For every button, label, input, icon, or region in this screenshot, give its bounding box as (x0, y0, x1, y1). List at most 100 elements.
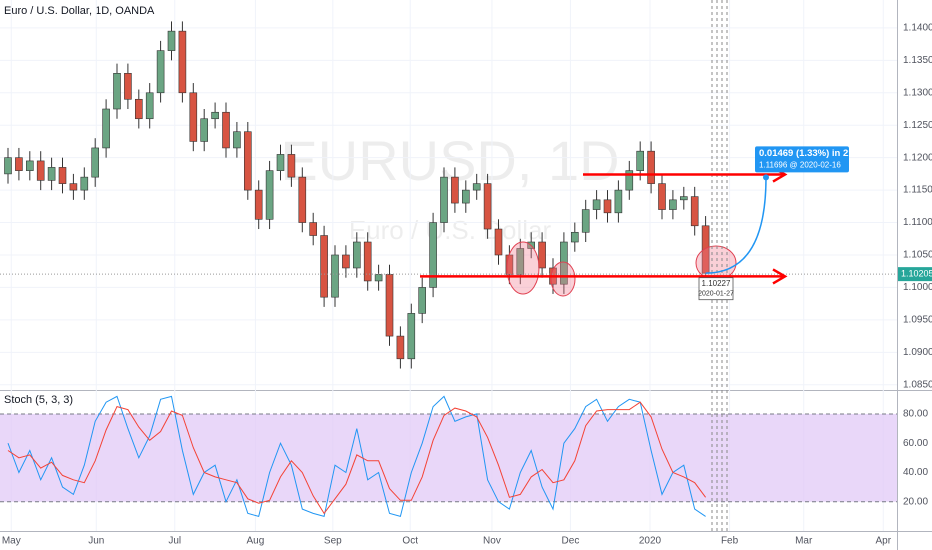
candle-body (145, 92, 154, 120)
x-tick-label: Aug (247, 536, 265, 547)
candle-body (80, 176, 89, 191)
highlight-circles (506, 241, 737, 297)
candle-body (538, 241, 546, 269)
candle-body (200, 118, 208, 142)
x-tick-label: Dec (562, 536, 580, 547)
crosshair-box (698, 277, 734, 301)
highlight (695, 245, 737, 281)
x-tick-label: Jun (88, 536, 104, 547)
candle-body (625, 170, 634, 191)
highlight (506, 241, 540, 295)
marks (4, 21, 710, 518)
indicator-title: Stoch (5, 3, 3) (4, 394, 73, 406)
candle-body (690, 196, 699, 227)
candle-body (483, 183, 492, 230)
candle-body (36, 160, 45, 181)
symbol-title: Euro / U.S. Dollar, 1D, OANDA (4, 5, 155, 17)
candle-body (331, 254, 339, 298)
candle-body (636, 150, 644, 171)
candle-body (461, 189, 470, 204)
candle-body (396, 335, 405, 360)
x-tick-label: 2020 (639, 536, 662, 547)
y-tick-label: 1.10000 (903, 282, 932, 293)
candle-body (15, 157, 23, 171)
candle-body (102, 108, 110, 149)
candle-body (113, 73, 121, 110)
projection-box (755, 146, 849, 173)
x-tick-label: Apr (875, 536, 891, 547)
candle-body (26, 160, 34, 171)
x-tick-label: Mar (795, 536, 813, 547)
last-price-label: 1.10205 (901, 269, 932, 279)
y-tick-label: 1.09000 (903, 347, 932, 358)
y-tick-label: 1.08500 (903, 379, 932, 390)
watermark-sub: Euro / U.S. Dollar (349, 215, 552, 245)
stoch-line (7, 401, 707, 515)
candle-body (669, 199, 677, 210)
y-tick-label: 60.00 (903, 438, 928, 449)
candle-body (178, 30, 187, 94)
projection-sublabel: 1.11696 @ 2020-02-16 (759, 160, 841, 169)
projection-target (763, 174, 769, 181)
stoch-band (0, 413, 897, 502)
x-tick-label: May (2, 536, 21, 547)
candle-body (592, 199, 601, 210)
projection-label: 0.01469 (1.33%) in 21d (759, 148, 860, 159)
candle-body (352, 241, 361, 269)
candle-body (91, 147, 100, 178)
candle-body (385, 274, 394, 337)
candle-body (276, 154, 285, 171)
candle-body (156, 50, 165, 94)
candle-body (189, 92, 198, 142)
crosshair-price: 1.10227 (702, 279, 731, 288)
candle-body (298, 176, 307, 223)
candle-body (418, 287, 426, 314)
candle-body (167, 30, 176, 51)
candle-body (679, 196, 688, 201)
x-tick-label: Jul (168, 536, 181, 547)
candle-body (320, 235, 328, 298)
x-tick-label: Nov (483, 536, 501, 547)
candle-body (265, 170, 274, 220)
candle-body (570, 231, 579, 243)
y-tick-label: 40.00 (903, 467, 928, 478)
y-tick-label: 1.09500 (903, 315, 932, 326)
candle-body (233, 131, 241, 149)
candle-body (407, 313, 416, 360)
y-tick-label: 1.10500 (903, 250, 932, 261)
candle-body (342, 254, 350, 269)
candle-body (363, 241, 372, 282)
y-tick-label: 20.00 (903, 496, 928, 507)
candle-body (309, 222, 317, 236)
candle-body (440, 176, 448, 223)
candle-body (211, 111, 219, 120)
crosshair-date: 2020-01-27 (698, 291, 734, 298)
candle-body (134, 98, 143, 120)
candle-body (429, 222, 437, 288)
level-arrow (772, 268, 788, 285)
candle-body (472, 183, 481, 191)
candle-body (581, 209, 590, 233)
candle-body (47, 167, 56, 181)
candle-body (287, 154, 296, 178)
candle-body (374, 274, 383, 282)
projection-curve (705, 177, 767, 274)
candle-body (124, 73, 132, 100)
y-tick-label: 1.13000 (903, 87, 932, 98)
last-price-tag (898, 267, 932, 282)
y-tick-label: 1.12000 (903, 152, 932, 163)
candle-body (603, 199, 612, 214)
highlight (550, 261, 576, 297)
candle-body (647, 150, 655, 184)
y-tick-label: 80.00 (903, 409, 928, 420)
candle-body (254, 189, 263, 220)
candle-body (243, 131, 252, 191)
candle-body (614, 189, 623, 214)
candle-body (658, 183, 666, 210)
candle-body (222, 111, 230, 149)
watermark: EURUSD, 1D (280, 129, 619, 192)
candle-body (69, 183, 78, 191)
candle-body (494, 228, 503, 256)
